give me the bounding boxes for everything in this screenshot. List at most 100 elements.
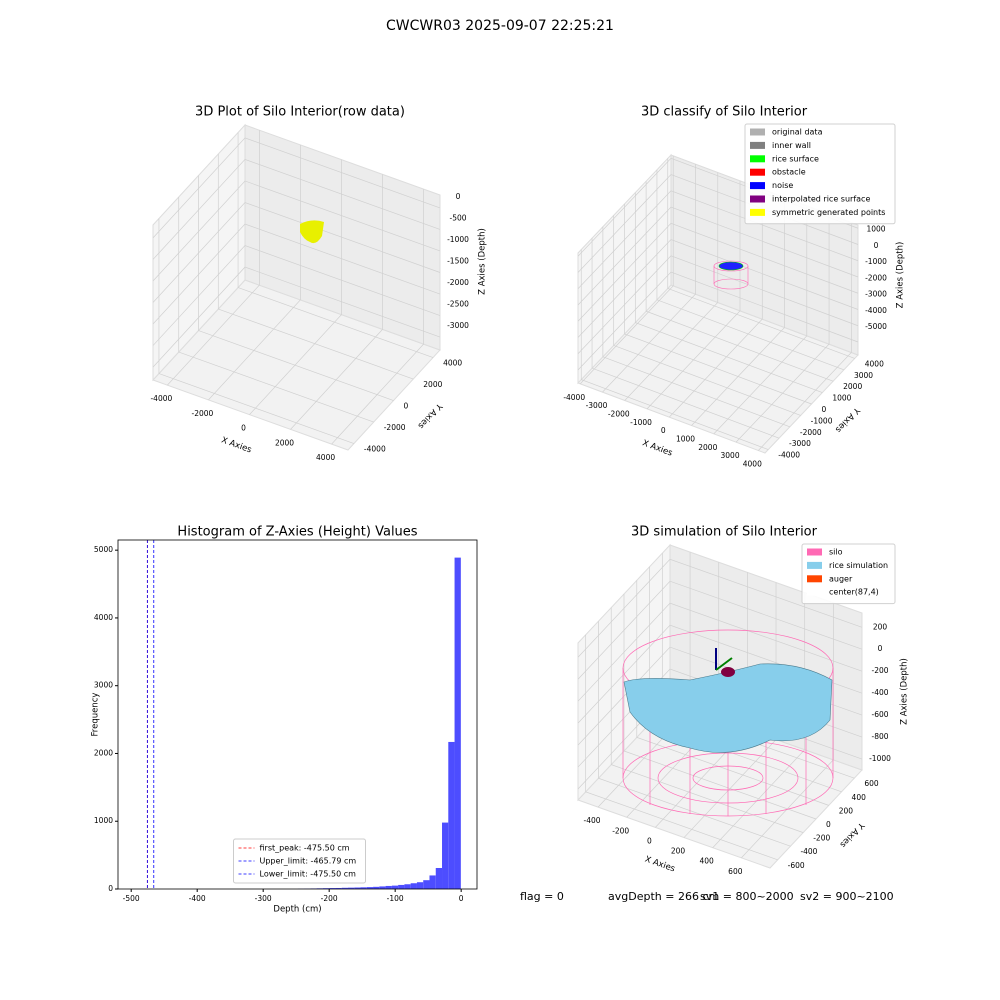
legend-label: center(87,4): [829, 588, 879, 597]
x-tick-label: -500: [123, 894, 140, 903]
y-tick-label: 0: [108, 884, 113, 893]
z-tick-label: 1000: [866, 225, 885, 234]
x-tick-label: 0: [647, 836, 652, 845]
z-tick-label: -500: [449, 213, 466, 222]
grid-line: [577, 558, 863, 658]
grid-line: [646, 180, 741, 410]
histogram-bar: [347, 887, 355, 889]
grid-line: [152, 202, 441, 303]
y-axis-label: Y Axies: [415, 400, 444, 431]
legend-label: first_peak: -475.50 cm: [260, 844, 350, 853]
x-tick-label: -200: [612, 826, 629, 835]
legend-label: obstacle: [772, 168, 806, 177]
plot-title: 3D classify of Silo Interior: [641, 105, 808, 120]
y-tick-label: 2000: [94, 748, 113, 757]
grid-line: [167, 130, 260, 386]
x-axis-label: Depth (cm): [273, 905, 321, 915]
histogram-bar: [410, 883, 417, 889]
histogram-bar: [329, 888, 336, 889]
grid-line: [713, 205, 808, 435]
legend-swatch: [750, 208, 765, 216]
grid-line: [152, 245, 441, 346]
grid-line: [152, 180, 441, 282]
grid-line: [577, 580, 863, 680]
grid-line: [152, 223, 441, 325]
y-tick-label: -3000: [789, 439, 811, 448]
grid-line: [198, 175, 394, 401]
z-tick-label: 0: [456, 192, 461, 201]
grid-line: [634, 192, 823, 393]
z-tick-label: -5000: [865, 322, 887, 331]
x-tick-label: 4000: [743, 460, 762, 469]
x-tick-label: 0: [661, 426, 666, 435]
grid-line: [623, 594, 817, 820]
grid-line: [152, 137, 441, 239]
legend-swatch: [750, 182, 765, 190]
auger-glyph: [715, 648, 735, 677]
z-tick-label: -3000: [447, 321, 469, 330]
y-tick-label: 200: [839, 806, 854, 815]
legend-label: Lower_limit: -475.50 cm: [260, 870, 357, 879]
x-tick-label: 4000: [316, 453, 335, 462]
axes-layer: 3D Plot of Silo Interior(row data)-4000-…: [91, 105, 910, 915]
legend-label: inner wall: [772, 141, 811, 150]
grid-line: [217, 154, 414, 380]
grid-line: [613, 215, 801, 416]
y-tick-label: 2000: [423, 380, 442, 389]
y-tick-label: 600: [864, 779, 879, 788]
z-tick-label: -2500: [447, 300, 469, 309]
y-tick-label: -2000: [384, 423, 406, 432]
histogram-bar: [385, 885, 392, 889]
grid-line: [691, 197, 785, 426]
x-tick-label: -400: [189, 894, 206, 903]
status-text: avgDepth = 266 cm: [608, 890, 719, 903]
y-axis-label: Y Axies: [837, 819, 866, 849]
x-tick-label: 1000: [676, 435, 695, 444]
x-tick-label: -2000: [192, 409, 214, 418]
status-text: flag = 0: [520, 890, 564, 903]
histogram-bar: [423, 880, 430, 889]
y-tick-label: -4000: [364, 445, 386, 454]
x-tick-label: 0: [459, 894, 464, 903]
x-tick-label: 0: [241, 424, 246, 433]
histogram-bar: [442, 822, 449, 889]
x-tick-label: -4000: [150, 394, 172, 403]
histogram-bar: [360, 887, 367, 889]
grid-line: [636, 580, 829, 806]
x-tick-label: -1000: [630, 418, 652, 427]
histogram-bar: [354, 887, 361, 889]
z-tick-label: -2000: [447, 278, 469, 287]
mini-cylinder: [713, 260, 749, 290]
z-tick-label: 0: [878, 644, 883, 653]
z-tick-label: -400: [871, 688, 888, 697]
legend-swatch: [750, 168, 765, 176]
legend-box: [801, 543, 896, 605]
z-tick-label: -1000: [869, 754, 891, 763]
y-tick-label: 1000: [94, 816, 113, 825]
x-tick-label: -3000: [586, 401, 608, 410]
histogram-bar: [341, 887, 348, 889]
x-axis-label: X Axies: [220, 435, 253, 455]
z-tick-label: -200: [871, 666, 888, 675]
histogram-bar: [379, 886, 386, 889]
y-tick-label: 3000: [94, 681, 113, 690]
status-text: sv2 = 900~2100: [800, 890, 894, 903]
rice-surface: [623, 663, 833, 753]
grid-line: [249, 159, 342, 415]
x-tick-label: -200: [321, 894, 338, 903]
legend-label: interpolated rice surface: [772, 195, 870, 204]
grid-line: [667, 158, 855, 359]
x-tick-label: 2000: [698, 443, 717, 452]
z-tick-label: -3000: [865, 290, 887, 299]
legend-label: original data: [772, 128, 823, 137]
histogram-bar: [398, 884, 405, 889]
x-tick-label: -2000: [608, 410, 630, 419]
grid-line: [645, 181, 834, 382]
histogram-bar: [435, 867, 443, 889]
x-axis-label: X Axies: [641, 438, 674, 459]
point-cloud-blob: [300, 220, 324, 244]
legend-swatch: [750, 195, 765, 203]
z-tick-label: -1500: [447, 257, 469, 266]
y-tick-label: 400: [852, 793, 867, 802]
histogram-bar: [391, 885, 399, 889]
